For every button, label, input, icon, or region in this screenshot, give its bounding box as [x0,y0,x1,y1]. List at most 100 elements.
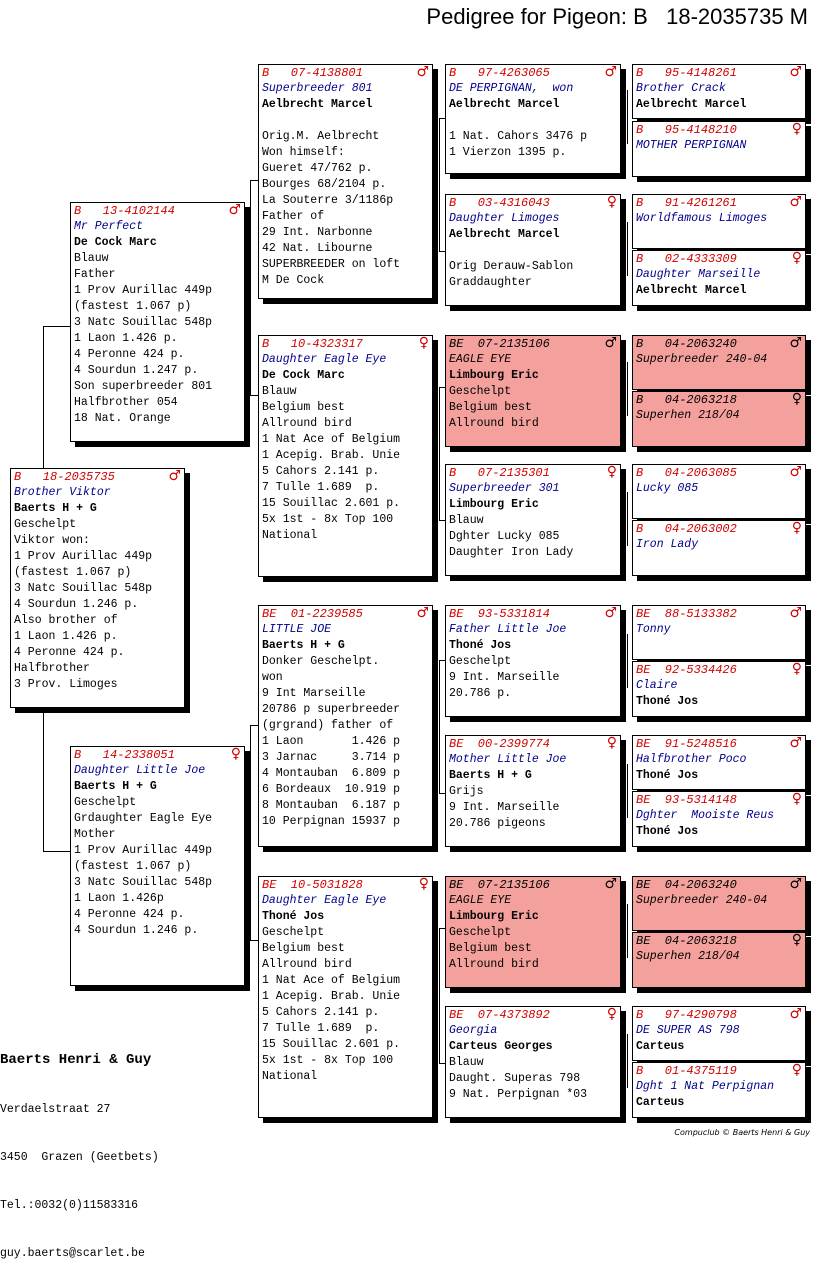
info-line: 1 Laon 1.426p [74,892,164,905]
pedigree-box-g4[interactable]: B 02-4333309 ♀ Daughter Marseille Aelbrecht… [632,250,806,306]
pedigree-box-dam-sire[interactable]: BE 01-2239585 ♂ LITTLE JOE Baerts H + G Donk… [258,605,433,847]
box-header: B 13-4102144 ♂ [71,203,244,219]
pedigree-box-sire[interactable]: B 13-4102144 ♂ Mr Perfect De Cock Marc Blauw… [70,202,245,442]
pedigree-box-dss[interactable]: BE 93-5331814 ♂ Father Little Joe Thoné Jos… [445,605,621,717]
info-line: 1 Laon 1.426 p. [74,332,178,345]
owner-name: Thoné Jos [262,910,325,923]
pedigree-box-g2[interactable]: B 95-4148210 ♀ MOTHER PERPIGNAN [632,121,806,177]
owner-name: Baerts H + G [262,639,345,652]
pigeon-name: Superbreeder 801 [262,82,373,95]
info-line: 20.786 p. [449,687,512,700]
ring-number: BE 00-2399774 [449,737,550,751]
info-lines: Geschelpt Belgium best Allround bird [446,925,620,973]
pedigree-box-g13[interactable]: BE 04-2063240 ♂ Superbreeder 240-04 [632,876,806,931]
info-line: 1 Laon 1.426 p [262,735,401,748]
pigeon-name: Superhen 218/04 [636,409,740,422]
pedigree-box-ddd[interactable]: BE 07-4373892 ♀ Georgia Carteus Georges Blau… [445,1006,621,1118]
pedigree-box-dsd[interactable]: BE 00-2399774 ♀ Mother Little Joe Baerts H … [445,735,621,847]
box-header: B 95-4148210 ♀ [633,122,805,138]
connector-line [250,180,258,181]
info-line: (fastest 1.067 p) [74,300,192,313]
pedigree-box-g10[interactable]: BE 92-5334426 ♀ Claire Thoné Jos [632,661,806,717]
info-line: Orig.M. Aelbrecht [262,130,380,143]
info-line: Geschelpt [449,655,512,668]
info-line: National [262,1070,318,1083]
pigeon-name: Worldfamous Limoges [636,212,768,225]
info-line: 1 Prov Aurillac 449p [14,550,153,563]
info-line: Gueret 47/762 p. [262,162,373,175]
pedigree-box-g14[interactable]: BE 04-2063218 ♀ Superhen 218/04 [632,932,806,988]
pedigree-box-dds[interactable]: BE 07-2135106 ♂ EAGLE EYE Limbourg Eric Gesc… [445,876,621,988]
connector-line [627,764,628,818]
info-line: Grdaughter Eagle Eye [74,812,213,825]
breeder-address: Baerts Henri & Guy Verdaelstraat 27 3450… [0,1018,159,1278]
connector-line [439,118,440,251]
info-line: Belgium best [262,401,345,414]
info-line: 1 Nat Ace of Belgium [262,974,401,987]
info-line: 4 Peronne 424 p. [14,646,125,659]
ring-number: BE 91-5248516 [636,737,737,751]
pedigree-box-g3[interactable]: B 91-4261261 ♂ Worldfamous Limoges [632,194,806,249]
pedigree-box-sire-sire[interactable]: B 07-4138801 ♂ Superbreeder 801 Aelbrecht M… [258,64,433,299]
pedigree-box-sss[interactable]: B 97-4263065 ♂ DE PERPIGNAN, won Aelbrecht … [445,64,621,174]
info-line: 7 Tulle 1.689 p. [262,481,380,494]
sex-icon: ♀ [791,932,802,948]
pedigree-box-ssd[interactable]: B 03-4316043 ♀ Daughter Limoges Aelbrecht M… [445,194,621,306]
owner-name: Baerts H + G [449,769,532,782]
sex-icon: ♀ [606,1006,617,1022]
info-line: Dghter Lucky 085 [449,530,560,543]
info-line: Graddaughter [449,276,532,289]
owner-name: Thoné Jos [636,825,699,838]
info-line: Blauw [262,385,297,398]
sex-icon: ♀ [791,121,802,137]
info-line: 1 Nat Ace of Belgium [262,433,401,446]
info-line: 5 Cahors 2.141 p. [262,465,380,478]
owner-name: Baerts H + G [14,502,97,515]
info-lines: Blauw Father 1 Prov Aurillac 449p (fastest … [71,251,244,427]
sex-icon: ♀ [230,746,241,762]
pedigree-box-sdd[interactable]: B 07-2135301 ♀ Superbreeder 301 Limbourg Er… [445,464,621,576]
pedigree-box-g1[interactable]: B 95-4148261 ♂ Brother Crack Aelbrecht Marc… [632,64,806,119]
info-line: 9 Int. Marseille [449,801,560,814]
info-line: Bourges 68/2104 p. [262,178,387,191]
ring-number: BE 10-5031828 [262,878,363,892]
pedigree-box-subject[interactable]: B 18-2035735 ♂ Brother Viktor Baerts H + G G… [10,468,185,708]
pedigree-box-g15[interactable]: B 97-4290798 ♂ DE SUPER AS 798 Carteus [632,1006,806,1061]
connector-line [627,222,628,276]
pedigree-box-g12[interactable]: BE 93-5314148 ♀ Dghter Mooiste Reus Thoné J… [632,791,806,847]
pedigree-box-g8[interactable]: B 04-2063002 ♀ Iron Lady [632,520,806,576]
sex-icon: ♂ [789,735,802,751]
pedigree-box-dam-dam[interactable]: BE 10-5031828 ♀ Daughter Eagle Eye Thoné Jo… [258,876,433,1118]
pigeon-name: Dght 1 Nat Perpignan [636,1080,775,1093]
sex-icon: ♂ [604,605,617,621]
info-line: Belgium best [449,942,532,955]
info-line: 8 Montauban 6.187 p [262,799,401,812]
info-line: Daught. Superas 798 [449,1072,581,1085]
pedigree-box-g5[interactable]: B 04-2063240 ♂ Superbreeder 240-04 [632,335,806,390]
pedigree-box-g9[interactable]: BE 88-5133382 ♂ Tonny [632,605,806,660]
sex-icon: ♀ [418,335,429,351]
pedigree-box-dam[interactable]: B 14-2338051 ♀ Daughter Little Joe Baerts H… [70,746,245,986]
owner-name: Aelbrecht Marcel [636,284,747,297]
pigeon-name: Iron Lady [636,538,699,551]
pedigree-box-sds[interactable]: BE 07-2135106 ♂ EAGLE EYE Limbourg Eric Gesc… [445,335,621,447]
sex-icon: ♂ [789,876,802,892]
info-line: Mother [74,828,116,841]
info-line: Allround bird [449,958,539,971]
info-line: 3 Natc Souillac 548p [74,876,213,889]
pedigree-box-g11[interactable]: BE 91-5248516 ♂ Halfbrother Poco Thoné Jos [632,735,806,790]
info-line: 4 Peronne 424 p. [74,348,185,361]
owner-name: Carteus Georges [449,1040,553,1053]
pedigree-box-sire-dam[interactable]: B 10-4323317 ♀ Daughter Eagle Eye De Cock M… [258,335,433,577]
owner-name: Carteus [636,1040,685,1053]
connector-line [439,793,445,794]
connector-line [43,326,44,468]
pedigree-box-g7[interactable]: B 04-2063085 ♂ Lucky 085 [632,464,806,519]
pedigree-box-g6[interactable]: B 04-2063218 ♀ Superhen 218/04 [632,391,806,447]
pedigree-box-g16[interactable]: B 01-4375119 ♀ Dght 1 Nat Perpignan Carteus [632,1062,806,1118]
sex-icon: ♀ [606,194,617,210]
box-header: B 04-2063240 ♂ [633,336,805,352]
sex-icon: ♀ [791,791,802,807]
pigeon-name: DE PERPIGNAN, won [449,82,574,95]
sex-icon: ♂ [604,64,617,80]
